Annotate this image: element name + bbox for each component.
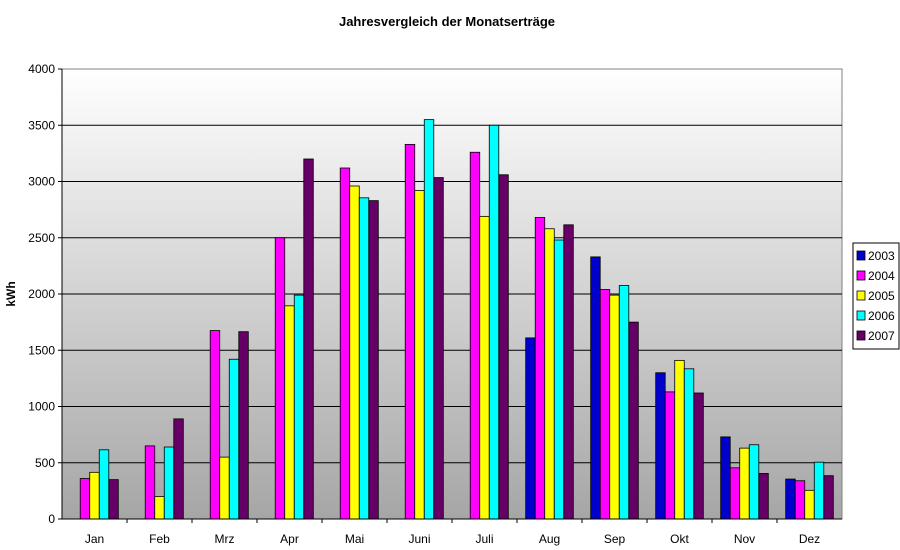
bar-2006-Mrz xyxy=(228,358,240,520)
bar-2004-Dez xyxy=(794,480,806,520)
x-tick-label: Juli xyxy=(475,532,493,546)
x-tick-label: Juni xyxy=(408,532,430,546)
bar-2006-Feb xyxy=(163,446,175,520)
bar-2005-Mai xyxy=(349,185,360,520)
bar-2005-Dez xyxy=(804,489,815,520)
legend-swatch-2005 xyxy=(856,290,866,301)
bar-2007-Juni xyxy=(433,177,444,520)
y-tick-label: 2500 xyxy=(28,231,55,245)
bar-2003-Nov xyxy=(720,436,731,520)
bar-2007-Apr xyxy=(303,158,314,520)
bar-2006-Nov xyxy=(748,444,760,520)
bar-2006-Mai xyxy=(358,197,370,520)
x-tick-label: Jan xyxy=(85,532,104,546)
bar-2004-Aug xyxy=(534,217,546,520)
legend-label-2007: 2007 xyxy=(868,329,895,343)
bar-2007-Okt xyxy=(693,392,704,520)
x-tick-label: Apr xyxy=(280,532,299,546)
bar-2005-Juli xyxy=(479,215,490,520)
bar-2005-Feb xyxy=(154,496,165,520)
bar-2003-Aug xyxy=(525,337,536,520)
x-tick-label: Okt xyxy=(670,532,689,546)
bar-2004-Sep xyxy=(599,289,611,520)
bar-2003-Okt xyxy=(655,372,666,520)
bar-2007-Mrz xyxy=(238,331,249,520)
bar-2003-Sep xyxy=(590,256,601,520)
bar-2004-Juni xyxy=(404,143,416,520)
x-tick-label: Aug xyxy=(539,532,560,546)
y-tick-label: 1500 xyxy=(28,343,55,357)
y-tick-label: 3500 xyxy=(28,118,55,132)
legend-swatch-2006 xyxy=(856,310,866,321)
bar-2006-Dez xyxy=(813,461,825,520)
bar-2005-Juni xyxy=(414,190,425,520)
bar-2005-Okt xyxy=(674,359,685,520)
bar-2007-Dez xyxy=(823,475,834,520)
bar-2004-Juli xyxy=(469,151,481,520)
bar-2005-Nov xyxy=(739,447,750,520)
axes: 0 500 1000 1500 2000 2500 3000 3500 4000 Jan Feb Mr… xyxy=(28,62,842,546)
legend-label-2005: 2005 xyxy=(868,289,895,303)
bar-2006-Juli xyxy=(488,124,500,520)
y-tick-label: 0 xyxy=(48,512,55,526)
legend-swatch-2004 xyxy=(856,270,866,281)
bar-2004-Nov xyxy=(729,467,741,520)
bar-2003-Dez xyxy=(785,478,796,520)
bar-2005-Jan xyxy=(89,471,100,520)
bar-2007-Nov xyxy=(758,473,769,520)
grid-lines xyxy=(62,124,842,464)
chart-title: Jahresvergleich der Monatserträge xyxy=(339,14,555,29)
y-tick-label: 500 xyxy=(35,456,55,470)
bar-2004-Jan xyxy=(79,478,91,520)
bar-2006-Jan xyxy=(98,449,110,520)
legend-label-2003: 2003 xyxy=(868,249,895,263)
legend-label-2006: 2006 xyxy=(868,309,895,323)
x-tick-label: Mai xyxy=(345,532,364,546)
legend-swatch-2007 xyxy=(856,330,866,341)
bar-2006-Aug xyxy=(553,239,565,520)
bar-2004-Apr xyxy=(274,237,286,520)
x-tick-label: Mrz xyxy=(215,532,235,546)
bar-2005-Sep xyxy=(609,294,620,520)
bar-2006-Okt xyxy=(683,368,695,520)
bar-2004-Mrz xyxy=(209,330,221,520)
x-tick-label: Nov xyxy=(734,532,755,546)
bar-2007-Feb xyxy=(173,418,184,520)
bar-2007-Sep xyxy=(628,321,639,520)
bar-2007-Mai xyxy=(368,200,379,520)
bar-2006-Apr xyxy=(293,294,305,520)
legend-swatch-2003 xyxy=(856,250,866,261)
bars xyxy=(79,119,834,520)
bar-2005-Mrz xyxy=(219,456,230,520)
bar-2007-Juli xyxy=(498,174,509,520)
y-tick-label: 3000 xyxy=(28,175,55,189)
bar-2007-Jan xyxy=(108,479,119,520)
y-tick-label: 1000 xyxy=(28,400,55,414)
bar-2004-Mai xyxy=(339,167,351,520)
y-tick-label: 4000 xyxy=(28,62,55,76)
x-tick-label: Feb xyxy=(149,532,170,546)
bar-2006-Sep xyxy=(618,285,630,520)
legend-label-2004: 2004 xyxy=(868,269,895,283)
bar-2007-Aug xyxy=(563,224,574,520)
x-tick-label: Dez xyxy=(799,532,820,546)
bar-2005-Aug xyxy=(544,228,555,520)
y-tick-label: 2000 xyxy=(28,287,55,301)
bar-2005-Apr xyxy=(284,305,295,520)
y-axis-label: kWh xyxy=(4,281,18,306)
legend: 2003 2004 2005 2006 2007 xyxy=(852,242,900,350)
bar-2006-Juni xyxy=(423,119,435,520)
bar-2004-Feb xyxy=(144,445,156,520)
x-tick-label: Sep xyxy=(604,532,626,546)
bar-2004-Okt xyxy=(664,391,676,520)
